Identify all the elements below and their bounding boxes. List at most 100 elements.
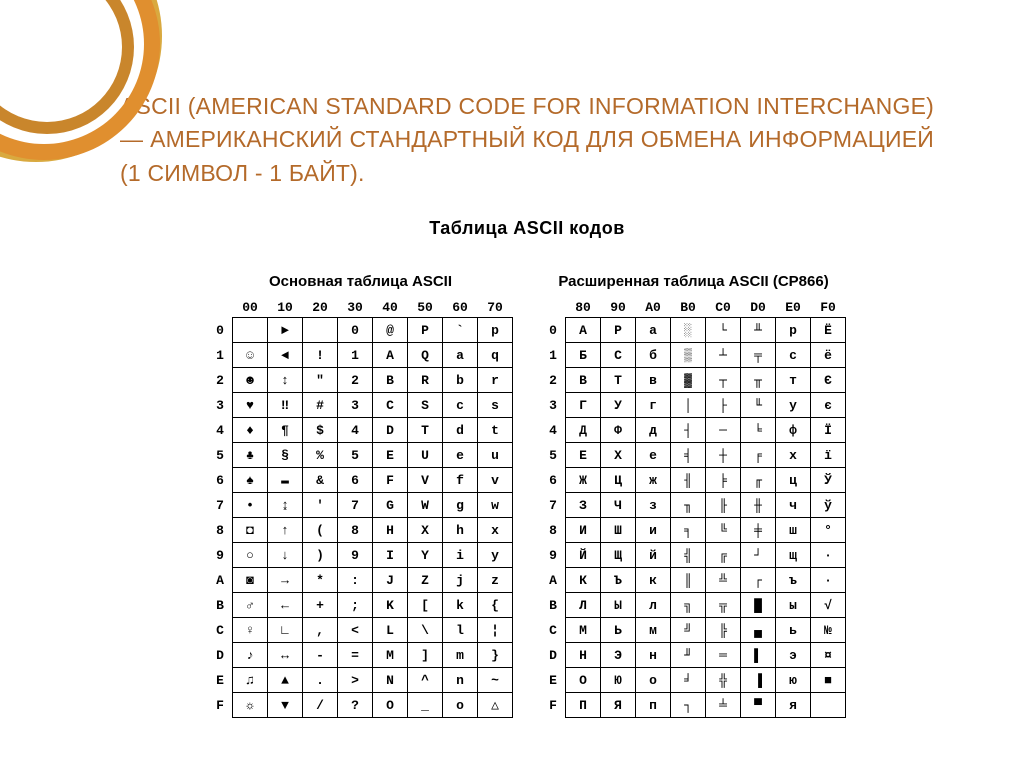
table-cell: ┼ (706, 443, 741, 468)
table-cell: Б (566, 343, 601, 368)
table-cell: ╙ (741, 393, 776, 418)
table-cell: з (636, 493, 671, 518)
table-cell: ╧ (706, 693, 741, 718)
col-header: 90 (601, 297, 636, 318)
table-cell: Ъ (601, 568, 636, 593)
table-cell: ░ (671, 318, 706, 343)
table-cell: p (478, 318, 513, 343)
row-header: 4 (541, 418, 566, 443)
table-cell: о (636, 668, 671, 693)
table-cell: ┴ (706, 343, 741, 368)
table-cell: т (776, 368, 811, 393)
table-cell: ╫ (741, 493, 776, 518)
table-cell: ? (338, 693, 373, 718)
table-cell: . (303, 668, 338, 693)
table-cell: р (776, 318, 811, 343)
col-header: D0 (741, 297, 776, 318)
table-cell: & (303, 468, 338, 493)
table-cell: ▄ (741, 618, 776, 643)
table-cell: Ф (601, 418, 636, 443)
table-cell (233, 318, 268, 343)
col-header: F0 (811, 297, 846, 318)
table-cell: _ (408, 693, 443, 718)
table-cell: k (443, 593, 478, 618)
table-cell: ▒ (671, 343, 706, 368)
table-cell: y (478, 543, 513, 568)
table-cell: ☼ (233, 693, 268, 718)
table-cell: E (373, 443, 408, 468)
table-cell: · (811, 568, 846, 593)
table-cell: щ (776, 543, 811, 568)
table-cell: x (478, 518, 513, 543)
table-cell: • (233, 493, 268, 518)
table-cell: ў (811, 493, 846, 518)
table-cell: ♀ (233, 618, 268, 643)
table-cell: U (408, 443, 443, 468)
row-header: 1 (541, 343, 566, 368)
row-header: 1 (208, 343, 233, 368)
row-header: 5 (541, 443, 566, 468)
ascii-ext-table: 8090A0B0C0D0E0F00АРа░└╨рЁ1БСб▒┴╤сё2ВТв▓┬… (541, 297, 846, 718)
row-header: C (541, 618, 566, 643)
table-cell: ╬ (706, 668, 741, 693)
table-cell: ^ (408, 668, 443, 693)
table-cell: м (636, 618, 671, 643)
table-cell: э (776, 643, 811, 668)
table-cell: P (408, 318, 443, 343)
table-cell: ~ (478, 668, 513, 693)
table-cell: ─ (706, 418, 741, 443)
table-cell: Q (408, 343, 443, 368)
table-cell: ╚ (706, 518, 741, 543)
table-cell: ¶ (268, 418, 303, 443)
table-cell: < (338, 618, 373, 643)
table-cell: * (303, 568, 338, 593)
table-cell: М (566, 618, 601, 643)
table-cell: W (408, 493, 443, 518)
table-cell: N (373, 668, 408, 693)
table-cell: ├ (706, 393, 741, 418)
table-cell: § (268, 443, 303, 468)
table-cell: 1 (338, 343, 373, 368)
col-header: 50 (408, 297, 443, 318)
table-corner (208, 297, 233, 318)
table-cell: @ (373, 318, 408, 343)
table-cell: j (443, 568, 478, 593)
table-cell: ▲ (268, 668, 303, 693)
table-cell: ь (776, 618, 811, 643)
table-cell: L (373, 618, 408, 643)
table-cell: ☺ (233, 343, 268, 368)
table-cell: g (443, 493, 478, 518)
col-header: E0 (776, 297, 811, 318)
table-cell: 6 (338, 468, 373, 493)
table-cell: ╩ (706, 568, 741, 593)
table-cell: П (566, 693, 601, 718)
table-cell: ╝ (671, 618, 706, 643)
table-cell: = (338, 643, 373, 668)
table-cell: F (373, 468, 408, 493)
table-cell: К (566, 568, 601, 593)
table-cell: ╥ (741, 368, 776, 393)
table-cell: ║ (671, 568, 706, 593)
table-cell: ▬ (268, 468, 303, 493)
table-cell: │ (671, 393, 706, 418)
row-header: 0 (208, 318, 233, 343)
table-cell: ♪ (233, 643, 268, 668)
table-cell: ╢ (671, 468, 706, 493)
row-header: F (541, 693, 566, 718)
table-cell: + (303, 593, 338, 618)
table-cell: b (443, 368, 478, 393)
table-cell: ╟ (706, 493, 741, 518)
table-cell: n (443, 668, 478, 693)
table-cell: √ (811, 593, 846, 618)
table-cell: ◘ (233, 518, 268, 543)
ascii-base-table: 00102030405060700►0@P`p1☺◄!1AQaq2☻↕"2BRb… (208, 297, 513, 718)
right-table-caption: Расширенная таблица ASCII (CP866) (558, 257, 828, 291)
table-cell: } (478, 643, 513, 668)
table-cell: Ё (811, 318, 846, 343)
table-cell: s (478, 393, 513, 418)
table-cell: 7 (338, 493, 373, 518)
table-cell: l (443, 618, 478, 643)
table-cell: ъ (776, 568, 811, 593)
table-cell: R (408, 368, 443, 393)
table-cell: # (303, 393, 338, 418)
